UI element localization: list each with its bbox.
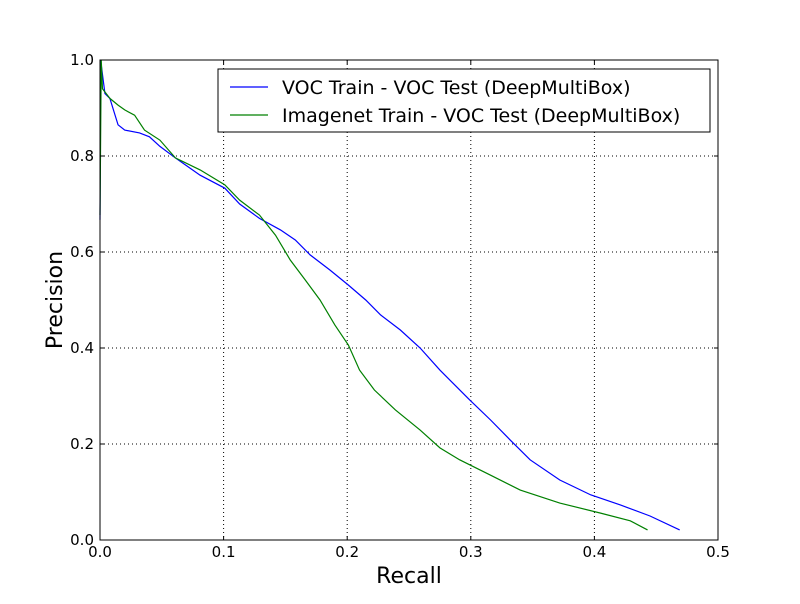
- legend-box: [217, 68, 711, 133]
- x-tick-label: 0.4: [582, 543, 606, 561]
- x-tick-label: 0.3: [459, 543, 483, 561]
- y-tick-label: 0.2: [70, 435, 94, 453]
- y-tick-label: 1.0: [70, 51, 94, 69]
- y-tick-label: 0.4: [70, 339, 94, 357]
- x-tick-label: 0.5: [706, 543, 730, 561]
- series-line-0: [99, 59, 680, 531]
- x-tick-label: 0.1: [212, 543, 236, 561]
- y-tick-label: 0.6: [70, 243, 94, 261]
- x-tick-label: 0.0: [88, 543, 112, 561]
- legend-label: Imagenet Train - VOC Test (DeepMultiBox): [282, 105, 680, 127]
- y-tick-label: 0.0: [70, 531, 94, 549]
- series-line-1: [99, 59, 648, 531]
- legend: VOC Train - VOC Test (DeepMultiBox) Image…: [217, 68, 711, 133]
- legend-label: VOC Train - VOC Test (DeepMultiBox): [282, 77, 631, 99]
- x-tick-label: 0.2: [335, 543, 359, 561]
- y-tick-label: 0.8: [70, 147, 94, 165]
- grid: [100, 60, 718, 540]
- axes-frame: [99, 59, 719, 541]
- series-lines: [99, 59, 680, 531]
- y-axis-label: Precision: [43, 251, 68, 349]
- x-axis-label: Recall: [376, 564, 442, 589]
- ticks: 0.0 0.1 0.2 0.3 0.4 0.5 0.0 0.2 0.4 0.6 0.8 1.0: [70, 51, 730, 561]
